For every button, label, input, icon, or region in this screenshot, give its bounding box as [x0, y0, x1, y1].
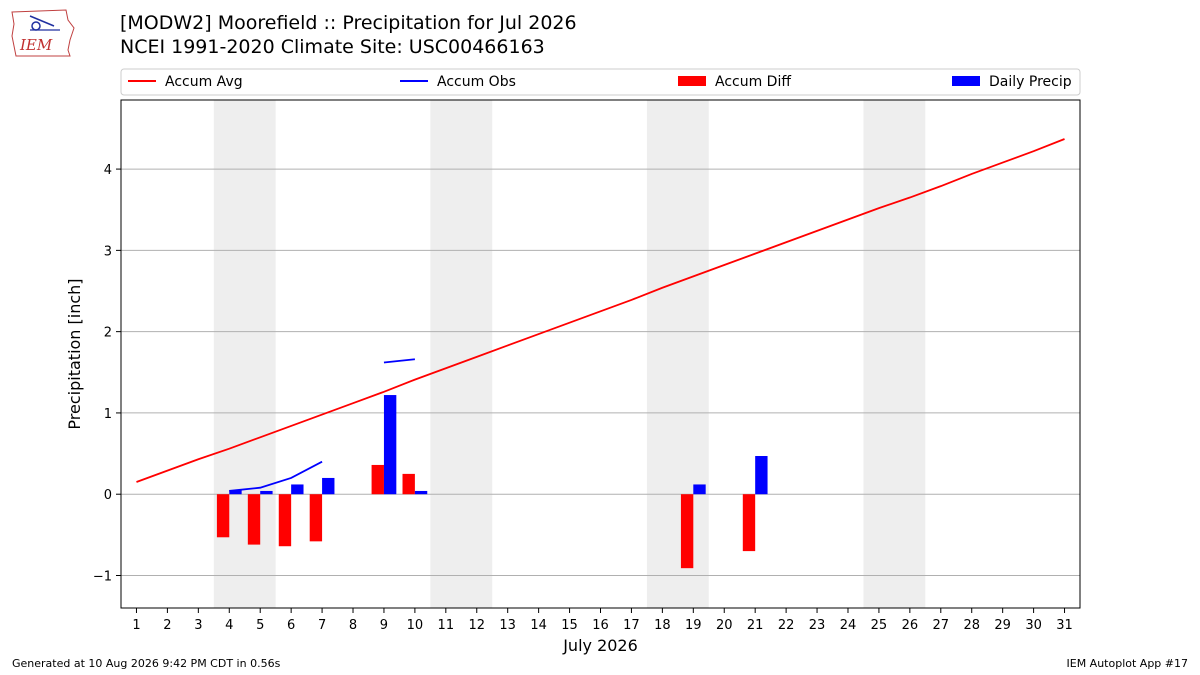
legend-daily-precip-swatch — [952, 76, 980, 86]
x-tick-label-28: 28 — [963, 618, 980, 633]
x-tick-label-18: 18 — [654, 618, 671, 633]
accum-obs-line-segment-0 — [229, 460, 323, 492]
legend-accum-avg-label: Accum Avg — [165, 74, 243, 90]
accum-diff-bar-day-19 — [680, 494, 694, 569]
y-tick-label-4: 4 — [104, 163, 112, 178]
x-tick-label-12: 12 — [468, 618, 485, 633]
y-tick-label--1: −1 — [93, 569, 112, 584]
accum-diff-bar-day-6 — [278, 494, 292, 547]
x-tick-label-19: 19 — [685, 618, 702, 633]
chart-title: [MODW2] Moorefield :: Precipitation for … — [120, 12, 577, 34]
x-tick-label-31: 31 — [1056, 618, 1073, 633]
iem-logo: IEM — [11, 9, 75, 57]
x-axis-label: July 2026 — [562, 636, 638, 655]
x-tick-label-14: 14 — [530, 618, 547, 633]
accum-diff-bar-day-5 — [247, 494, 261, 545]
x-tick-label-1: 1 — [132, 618, 140, 633]
iowa-state-outline — [11, 9, 75, 57]
accum-diff-bar-day-9 — [371, 464, 384, 495]
daily-precip-bar-day-10 — [414, 490, 428, 495]
x-tick-label-2: 2 — [163, 618, 171, 633]
daily-precip-bar-day-7 — [322, 477, 335, 495]
x-tick-label-29: 29 — [994, 618, 1011, 633]
x-tick-label-11: 11 — [438, 618, 455, 633]
accum-diff-bar-day-21 — [742, 494, 756, 552]
y-axis-label: Precipitation [inch] — [65, 278, 84, 429]
legend-accum-diff-label: Accum Diff — [715, 74, 791, 90]
x-tick-label-30: 30 — [1025, 618, 1042, 633]
y-tick-label-3: 3 — [104, 244, 112, 259]
x-tick-label-20: 20 — [716, 618, 733, 633]
weekend-band-2 — [646, 100, 709, 608]
x-tick-label-24: 24 — [840, 618, 857, 633]
x-tick-label-27: 27 — [933, 618, 950, 633]
x-tick-label-10: 10 — [407, 618, 424, 633]
legend: Accum Avg Accum Obs Accum Diff Daily Precip — [120, 68, 1081, 96]
x-tick-label-7: 7 — [318, 618, 326, 633]
y-tick-label-0: 0 — [104, 488, 112, 503]
accum-obs-line-segment-1 — [383, 358, 415, 364]
x-tick-label-5: 5 — [256, 618, 264, 633]
x-tick-label-22: 22 — [778, 618, 795, 633]
daily-precip-bar-day-9 — [383, 395, 397, 495]
x-tick-label-13: 13 — [499, 618, 516, 633]
accum-diff-bar-day-7 — [309, 494, 323, 542]
legend-accum-diff-swatch — [678, 76, 706, 86]
generated-note: Generated at 10 Aug 2026 9:42 PM CDT in … — [12, 657, 281, 670]
x-tick-label-3: 3 — [194, 618, 202, 633]
x-tick-label-6: 6 — [287, 618, 295, 633]
x-tick-label-15: 15 — [561, 618, 578, 633]
line-marks — [136, 138, 1065, 492]
x-tick-label-21: 21 — [747, 618, 764, 633]
daily-precip-bar-day-21 — [755, 456, 768, 495]
legend-daily-precip-label: Daily Precip — [989, 74, 1072, 90]
daily-precip-bar-day-19 — [693, 484, 706, 495]
legend-box — [120, 68, 1081, 96]
x-tick-label-8: 8 — [349, 618, 357, 633]
x-tick-label-23: 23 — [809, 618, 826, 633]
x-tick-label-9: 9 — [380, 618, 388, 633]
daily-precip-bar-day-4 — [229, 490, 242, 495]
app-label: IEM Autoplot App #17 — [1066, 657, 1189, 670]
x-tick-label-25: 25 — [871, 618, 888, 633]
daily-precip-bar-day-5 — [260, 490, 273, 495]
y-tick-label-2: 2 — [104, 326, 112, 341]
accum-diff-bar-day-4 — [216, 494, 230, 538]
daily-precip-bar-day-6 — [291, 484, 304, 495]
logo-text: IEM — [19, 36, 53, 54]
x-tick-label-4: 4 — [225, 618, 233, 633]
weekend-band-3 — [863, 100, 926, 608]
logo-weather-vane — [29, 15, 55, 27]
accum-avg-line-segment-0 — [136, 138, 1065, 483]
accum-diff-bar-day-10 — [402, 473, 415, 495]
x-tick-label-16: 16 — [592, 618, 609, 633]
bar-marks — [216, 395, 768, 569]
y-axis: −1 0 1 2 3 4 — [93, 163, 121, 584]
legend-accum-obs-label: Accum Obs — [437, 74, 516, 90]
x-axis: 1 2 3 4 5 6 7 8 9 10 11 12 13 14 15 16 17 18 19 20 21 22 23 24 2… — [132, 608, 1073, 633]
x-tick-label-17: 17 — [623, 618, 640, 633]
y-tick-label-1: 1 — [104, 407, 112, 422]
x-tick-label-26: 26 — [902, 618, 919, 633]
chart-subtitle: NCEI 1991-2020 Climate Site: USC00466163 — [120, 36, 545, 58]
